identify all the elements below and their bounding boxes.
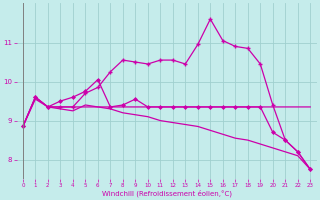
X-axis label: Windchill (Refroidissement éolien,°C): Windchill (Refroidissement éolien,°C)	[101, 189, 232, 197]
